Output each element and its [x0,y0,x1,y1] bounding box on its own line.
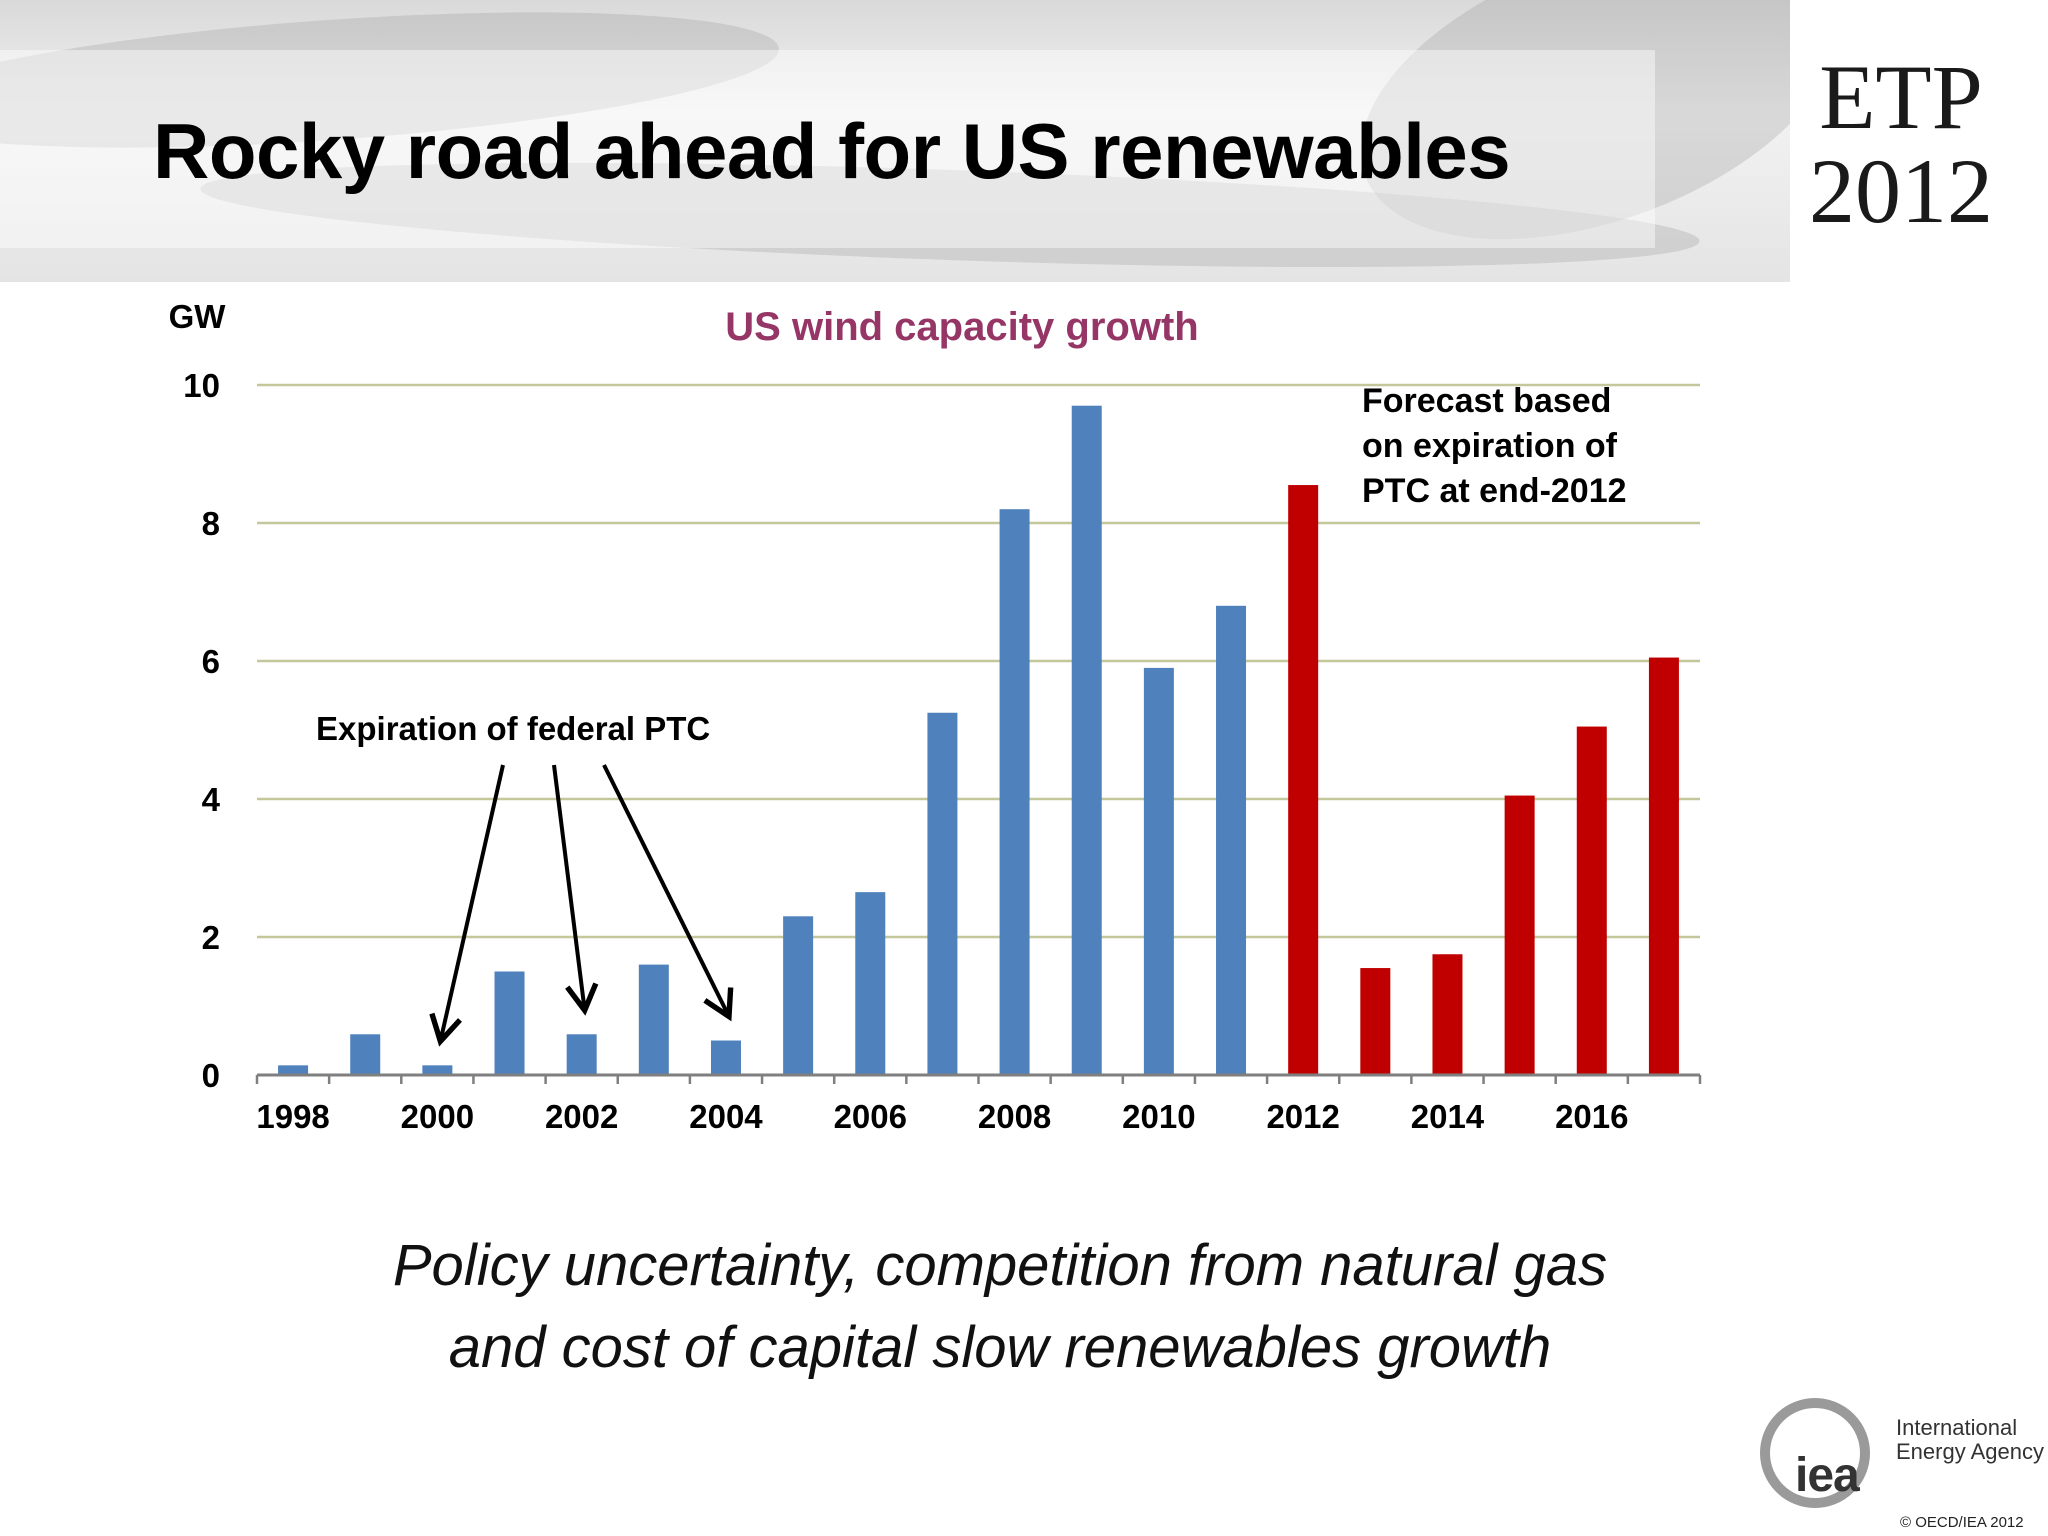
x-tick-label: 1998 [256,1098,329,1135]
logo-area [1790,0,2048,282]
x-tick-label: 2002 [545,1098,618,1135]
annotation-arrow [429,764,505,1047]
bar-2012 [1288,485,1319,1075]
axes: 0 2 4 6 8 10 1998 2000 2002 2004 2006 2008 2010 2012 2… [183,367,1702,1135]
bar-2014 [1432,954,1463,1075]
bar-2003 [638,964,669,1075]
forecast-annotation-line: on expiration of [1362,427,1618,465]
ptc-arrows [429,764,734,1047]
x-tick-label: 2016 [1555,1098,1628,1135]
iea-logo-ring [1760,1398,1870,1508]
subtitle-line: Policy uncertainty, competition from nat… [392,1233,1608,1298]
bar-2011 [1216,605,1247,1075]
y-tick-label: 2 [202,919,220,956]
x-tick-label: 2000 [401,1098,474,1135]
bars [278,405,1679,1075]
forecast-annotation-line: PTC at end-2012 [1362,472,1627,510]
forecast-annotation-line: Forecast based [1362,382,1611,420]
bar-2013 [1360,968,1391,1075]
bar-2010 [1143,667,1174,1075]
y-axis-unit-label: GW [169,298,227,335]
x-tick-label: 2010 [1122,1098,1195,1135]
bar-1999 [350,1034,381,1075]
etp-logo: ETP 2012 [1786,50,2016,238]
gridlines [257,383,1700,939]
y-tick-label: 4 [202,781,221,818]
x-tick-label: 2012 [1266,1098,1339,1135]
bar-1998 [278,1065,309,1075]
bar-2008 [999,509,1030,1075]
bar-2015 [1504,795,1535,1075]
x-tick-label: 2006 [834,1098,907,1135]
title-panel [0,50,1655,248]
bar-2016 [1576,726,1607,1075]
bar-2004 [710,1040,741,1075]
slide-subtitle: Policy uncertainty, competition from nat… [240,1225,1760,1389]
annotation-arrow [602,764,734,1022]
x-tick-label: 2004 [689,1098,763,1135]
iea-name-line: International [1896,1415,2018,1440]
bar-2000 [422,1065,453,1075]
ptc-annotation-label: Expiration of federal PTC [316,710,710,747]
bar-2007 [927,712,958,1075]
iea-name-line: Energy Agency [1896,1439,2044,1464]
wind-capacity-chart: 0 2 4 6 8 10 1998 2000 2002 2004 2006 2008 2010 2012 2… [169,298,1702,1135]
x-tick-label: 2008 [978,1098,1051,1135]
bar-2009 [1071,405,1102,1075]
forecast-annotation: Forecast based on expiration of PTC at e… [1362,382,1627,510]
etp-logo-line1: ETP [1819,46,1983,148]
slide-title: Rocky road ahead for US renewables [153,107,1511,195]
chart-title: US wind capacity growth [725,305,1198,349]
iea-logo-mark: iea [1795,1449,1860,1502]
bar-2006 [855,892,886,1075]
bar-2002 [566,1034,597,1075]
header-banner [0,0,2048,282]
y-tick-label: 8 [202,505,220,542]
subtitle-line: and cost of capital slow renewables grow… [448,1315,1552,1380]
bar-2017 [1648,657,1679,1075]
copyright: © OECD/IEA 2012 [1900,1514,2024,1531]
y-tick-label: 0 [202,1057,220,1094]
iea-name: International Energy Agency [1896,1416,2044,1464]
annotation-arrow [552,764,599,1016]
y-tick-label: 6 [202,643,220,680]
bar-2001 [494,971,525,1075]
etp-logo-line2: 2012 [1809,140,1993,242]
bar-2005 [783,916,814,1075]
y-tick-label: 10 [183,367,220,404]
x-tick-label: 2014 [1411,1098,1485,1135]
